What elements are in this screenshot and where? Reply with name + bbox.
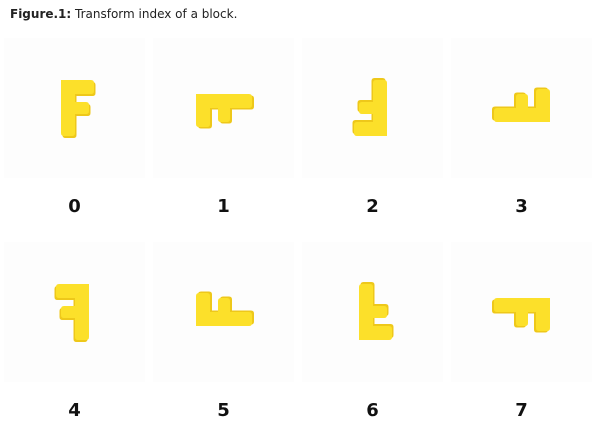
transform-index-label: 5 bbox=[217, 400, 230, 421]
block-photo bbox=[153, 242, 294, 382]
transform-tile-5: 5 bbox=[149, 232, 298, 436]
f-block-image bbox=[60, 80, 95, 138]
f-block bbox=[195, 291, 254, 326]
f-block-body bbox=[55, 284, 89, 340]
f-block-image bbox=[358, 282, 393, 340]
f-block-body bbox=[358, 284, 392, 340]
f-block-body bbox=[353, 80, 387, 136]
f-block-image bbox=[352, 78, 387, 136]
transform-tile-0: 0 bbox=[0, 28, 149, 232]
transform-index-label: 3 bbox=[515, 196, 528, 217]
block-photo bbox=[153, 38, 294, 178]
f-block-image bbox=[195, 94, 254, 129]
transform-grid: 0 1 2 3 4 5 6 7 bbox=[0, 28, 597, 436]
transform-index-label: 4 bbox=[68, 400, 81, 421]
f-block-image bbox=[491, 298, 550, 333]
block-photo bbox=[451, 38, 592, 178]
transform-tile-7: 7 bbox=[447, 232, 596, 436]
f-block bbox=[60, 80, 95, 138]
transform-index-label: 0 bbox=[68, 196, 81, 217]
block-photo bbox=[302, 242, 443, 382]
f-block-body bbox=[195, 293, 252, 326]
transform-tile-2: 2 bbox=[298, 28, 447, 232]
transform-index-label: 2 bbox=[366, 196, 379, 217]
figure-caption: Figure.1: Transform index of a block. bbox=[10, 6, 237, 22]
f-block bbox=[54, 284, 89, 342]
f-block-image bbox=[491, 87, 550, 122]
f-block-body bbox=[493, 298, 550, 331]
f-block bbox=[358, 282, 393, 340]
f-block-body bbox=[493, 89, 550, 122]
transform-index-label: 1 bbox=[217, 196, 230, 217]
figure-caption-label: Figure.1: bbox=[10, 7, 72, 21]
transform-tile-1: 1 bbox=[149, 28, 298, 232]
f-block bbox=[491, 298, 550, 333]
transform-tile-6: 6 bbox=[298, 232, 447, 436]
f-block-body bbox=[60, 80, 94, 136]
block-photo bbox=[4, 242, 145, 382]
block-photo bbox=[302, 38, 443, 178]
f-block bbox=[491, 87, 550, 122]
f-block-image bbox=[54, 284, 89, 342]
block-photo bbox=[451, 242, 592, 382]
block-photo bbox=[4, 38, 145, 178]
transform-tile-3: 3 bbox=[447, 28, 596, 232]
transform-tile-4: 4 bbox=[0, 232, 149, 436]
f-block bbox=[352, 78, 387, 136]
transform-index-label: 6 bbox=[366, 400, 379, 421]
figure-caption-text: Transform index of a block. bbox=[71, 7, 238, 21]
f-block-body bbox=[195, 94, 252, 127]
f-block-image bbox=[195, 291, 254, 326]
transform-index-label: 7 bbox=[515, 400, 528, 421]
f-block bbox=[195, 94, 254, 129]
